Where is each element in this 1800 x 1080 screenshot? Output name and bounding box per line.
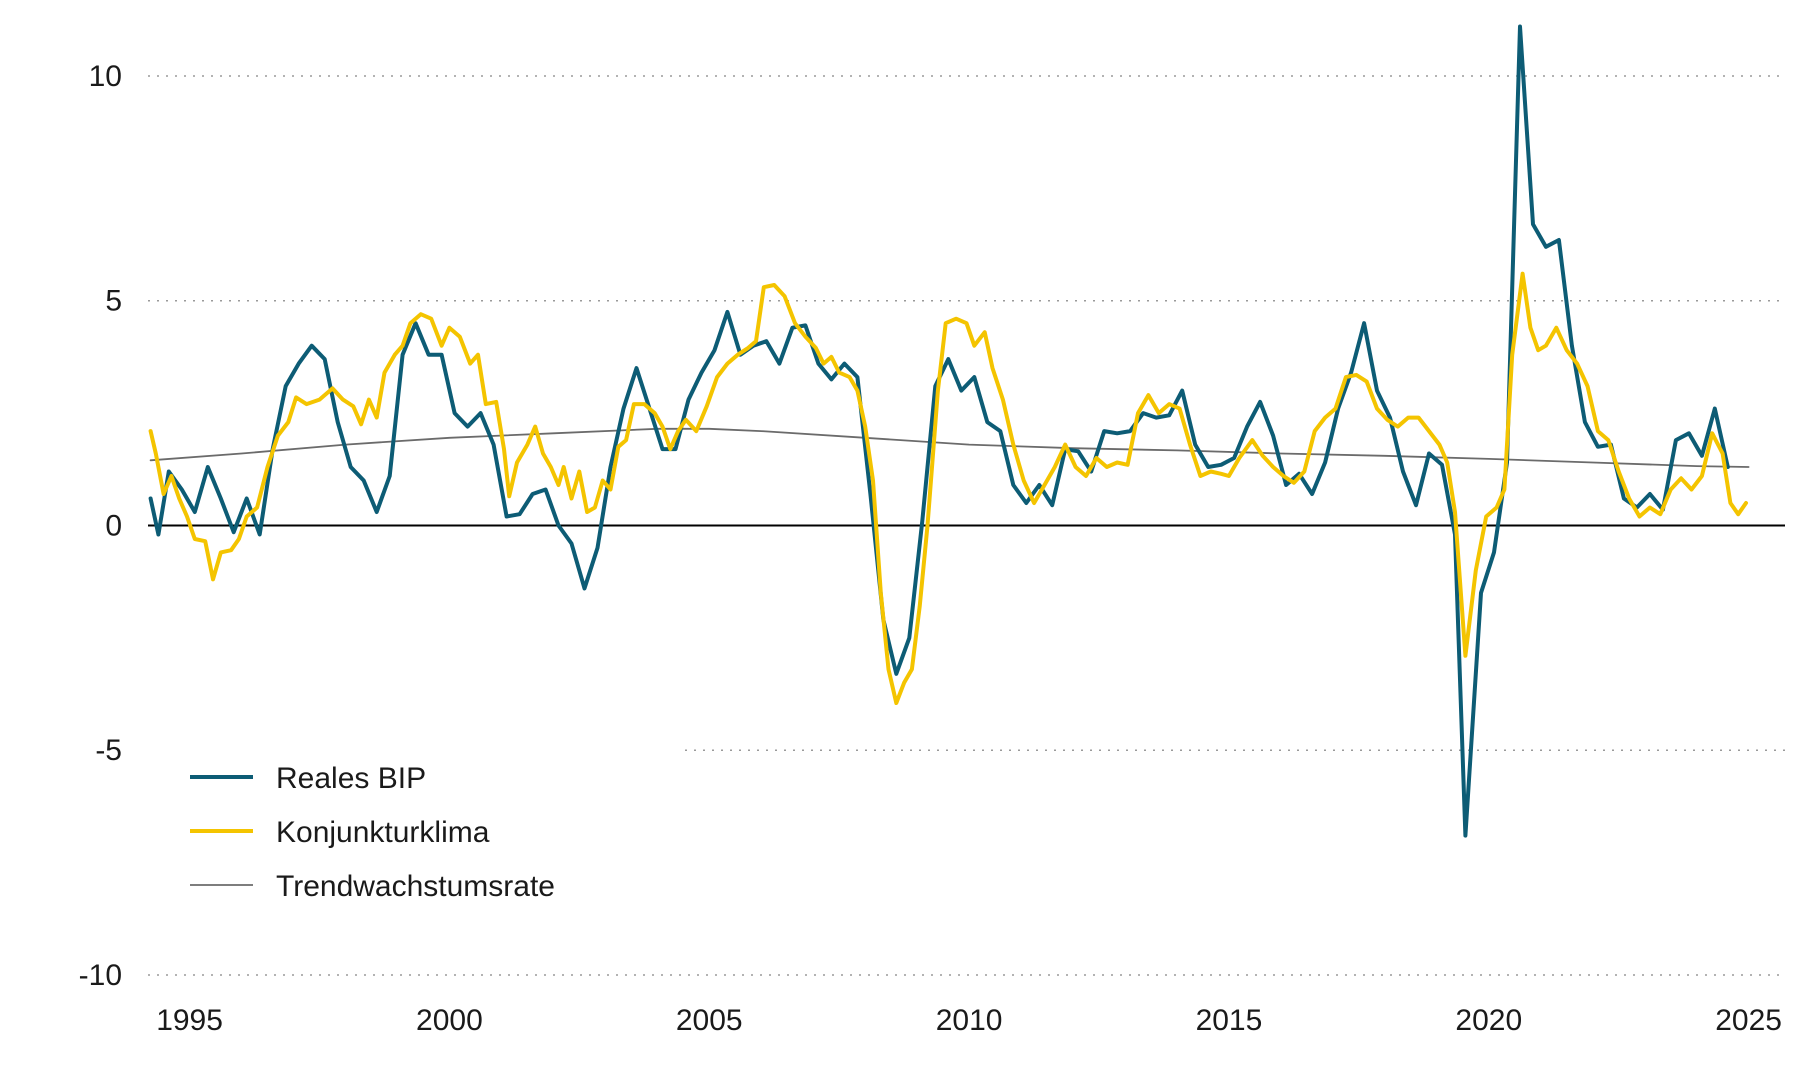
legend: Reales BIP Konjunkturklima Trendwachstumsr… xyxy=(190,762,555,903)
legend-label: Konjunkturklima xyxy=(276,816,490,849)
y-tick-label: -10 xyxy=(79,959,122,992)
series-line-konjunkturklima xyxy=(148,271,1748,705)
y-tick-label: 10 xyxy=(89,60,122,93)
y-tick-label: -5 xyxy=(95,734,122,767)
legend-label: Trendwachstumsrate xyxy=(276,870,555,903)
x-tick-label: 2025 xyxy=(1715,1004,1782,1037)
x-tick-label: 2010 xyxy=(936,1004,1003,1037)
x-tick-label: 2015 xyxy=(1196,1004,1263,1037)
y-tick-label: 0 xyxy=(105,509,122,542)
x-tick-label: 1995 xyxy=(156,1004,223,1037)
y-tick-label: 5 xyxy=(105,285,122,318)
legend-label: Reales BIP xyxy=(276,762,426,795)
axes: -10 -5 0 5 10 1995 2000 2005 2010 2015 2020 2025 xyxy=(79,60,1785,1037)
series-line-reales-bip xyxy=(148,24,1730,838)
x-tick-label: 2005 xyxy=(676,1004,743,1037)
x-tick-label: 2020 xyxy=(1455,1004,1522,1037)
series-lines xyxy=(148,24,1750,838)
gridlines xyxy=(148,75,1785,976)
x-tick-label: 2000 xyxy=(416,1004,483,1037)
